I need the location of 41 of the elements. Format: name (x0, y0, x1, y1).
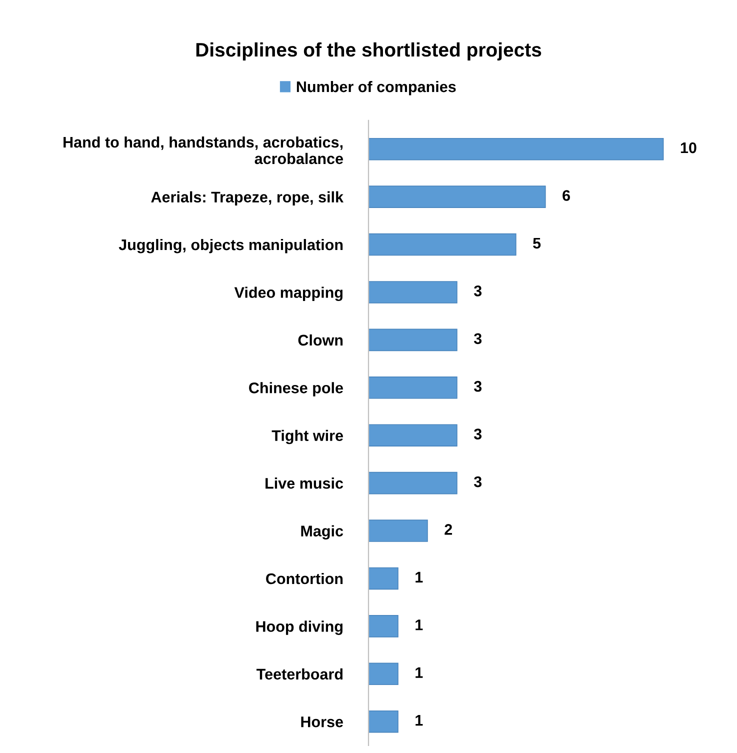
data-label: 10 (680, 142, 696, 154)
data-label: 3 (474, 333, 482, 344)
bar (368, 424, 458, 447)
chart-title: Disciplines of the shortlisted projects (196, 42, 542, 61)
y-tick-label: Teeterboard (256, 668, 342, 680)
data-label: 2 (444, 524, 452, 535)
bar (368, 376, 458, 399)
bar (368, 328, 458, 352)
data-label: 1 (416, 572, 423, 582)
bar (368, 472, 458, 494)
bar (368, 567, 398, 590)
bar (368, 138, 664, 160)
data-label: 3 (474, 476, 482, 488)
y-tick-label: Clown (298, 334, 343, 346)
data-label: 1 (416, 667, 423, 678)
y-tick-label: Contortion (266, 572, 343, 584)
bar (368, 615, 398, 638)
y-tick-label: Live music (266, 478, 344, 489)
legend-label: Number of companies (296, 80, 456, 96)
y-tick-label: Video mapping (234, 286, 342, 302)
data-label: 6 (562, 190, 570, 201)
data-label: 1 (416, 715, 423, 726)
y-tick-label: Horse (301, 716, 343, 728)
data-label: 5 (533, 238, 541, 249)
y-tick-label: Aerials: Trapeze, rope, silk (151, 191, 344, 206)
data-label: 3 (474, 380, 482, 392)
y-tick-label: Hand to hand, handstands, acrobatics, acrobalance (64, 136, 343, 164)
y-tick-label: Hoop diving (256, 620, 342, 635)
bar (368, 520, 428, 542)
y-tick-label: Magic (301, 525, 344, 540)
bar (368, 281, 458, 304)
data-label: 3 (474, 286, 482, 296)
bar (368, 662, 398, 686)
y-tick-label: Juggling, objects manipulation (118, 238, 343, 254)
data-label: 3 (474, 428, 482, 440)
data-label: 1 (416, 620, 423, 630)
bar (368, 710, 398, 733)
bar (368, 233, 516, 256)
bar (368, 186, 546, 208)
y-tick-label: Chinese pole (249, 382, 343, 396)
y-tick-label: Tight wire (272, 430, 343, 444)
